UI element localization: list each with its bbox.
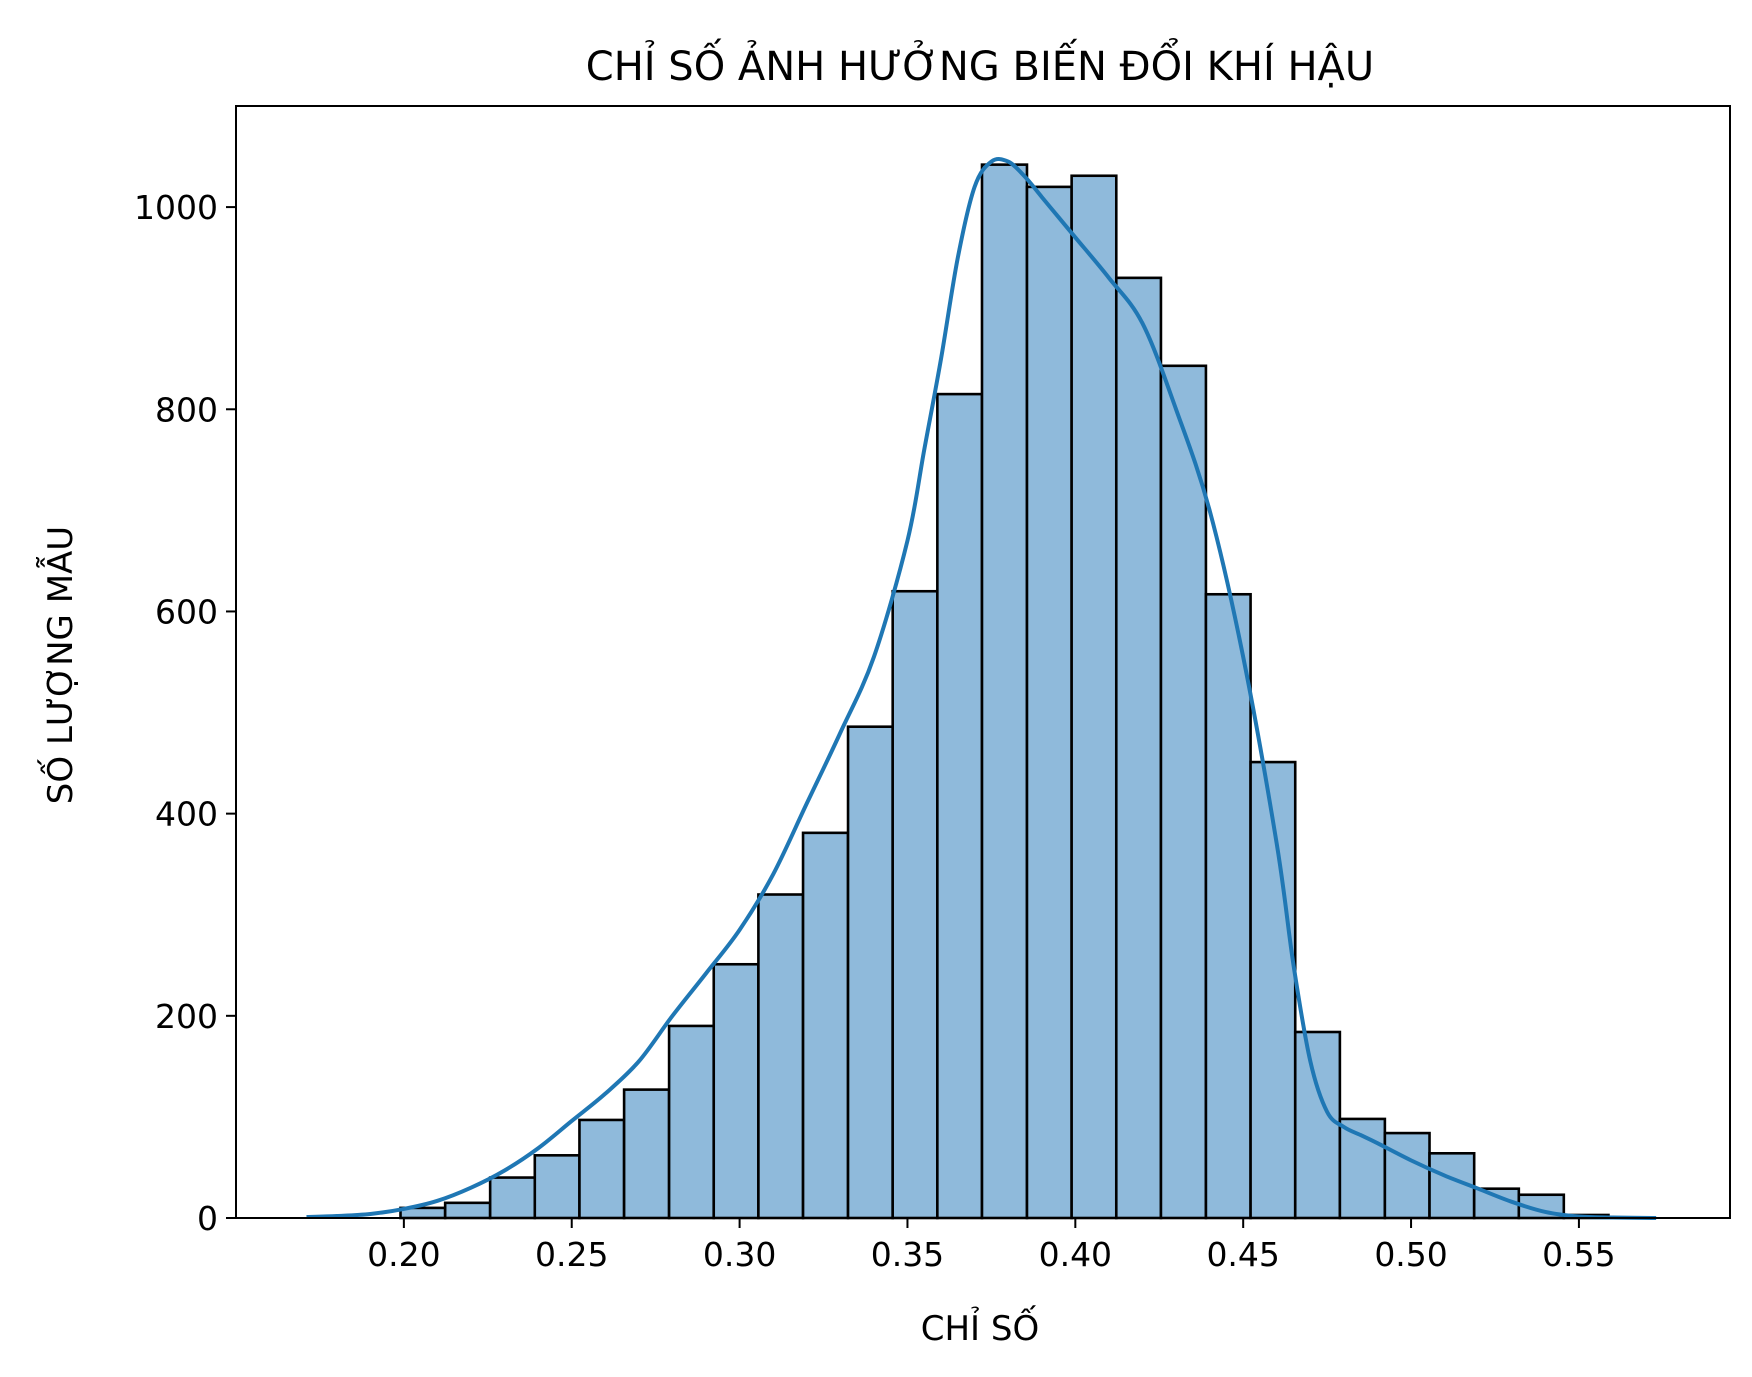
y-axis: 0 200 400 600 800 1000 — [134, 188, 236, 1238]
histogram-bar — [533, 1154, 581, 1220]
x-tick-label: 0.45 — [1206, 1235, 1279, 1274]
plot-frame — [235, 105, 1731, 1219]
histogram-bar — [801, 831, 850, 1220]
y-tick-label: 0 — [197, 1199, 218, 1238]
histogram-bar — [1293, 1030, 1342, 1220]
y-tick-label: 800 — [155, 390, 218, 429]
histogram-bar — [891, 589, 939, 1220]
histogram-bar — [1025, 185, 1073, 1220]
histogram-bar — [488, 1176, 537, 1220]
y-tick-label: 1000 — [134, 188, 218, 227]
histogram-bar — [1383, 1131, 1431, 1220]
x-tick-label: 0.55 — [1542, 1235, 1615, 1274]
histogram-bar — [443, 1201, 492, 1220]
histogram-bar — [757, 893, 805, 1220]
histogram-bar — [1159, 364, 1208, 1220]
y-tick-label: 600 — [155, 592, 218, 631]
kde-curve — [306, 157, 1657, 1220]
histogram-bar — [667, 1024, 716, 1220]
histogram-bar — [712, 962, 760, 1220]
x-tick-label: 0.25 — [535, 1235, 608, 1274]
kde-layer — [306, 157, 1657, 1220]
histogram-bar — [1070, 174, 1118, 1220]
histogram-bar — [936, 392, 984, 1220]
y-tick-label: 400 — [155, 795, 218, 834]
histogram-bar — [1204, 592, 1252, 1220]
x-tick-label: 0.30 — [703, 1235, 776, 1274]
y-tick-label: 200 — [155, 997, 218, 1036]
histogram-bar — [980, 163, 1029, 1220]
x-tick-label: 0.35 — [871, 1235, 944, 1274]
x-tick-label: 0.20 — [367, 1235, 440, 1274]
x-axis: 0.20 0.25 0.30 0.35 0.40 0.45 0.50 0.55 — [367, 1218, 1616, 1274]
histogram-bar — [1114, 276, 1163, 1220]
bars-layer — [399, 163, 1610, 1220]
histogram-bar — [578, 1118, 626, 1220]
histogram-bar — [1249, 760, 1297, 1220]
x-tick-label: 0.50 — [1374, 1235, 1447, 1274]
histogram-bar — [846, 725, 894, 1220]
x-tick-label: 0.40 — [1039, 1235, 1112, 1274]
histogram-bar — [622, 1088, 671, 1220]
axes-frame — [235, 105, 1731, 1219]
x-axis-title: CHỈ SỐ — [921, 1304, 1040, 1349]
y-axis-title: SỐ LƯỢNG MẪU — [36, 526, 81, 804]
chart-title: CHỈ SỐ ẢNH HƯỞNG BIẾN ĐỔI KHÍ HẬU — [586, 37, 1374, 90]
